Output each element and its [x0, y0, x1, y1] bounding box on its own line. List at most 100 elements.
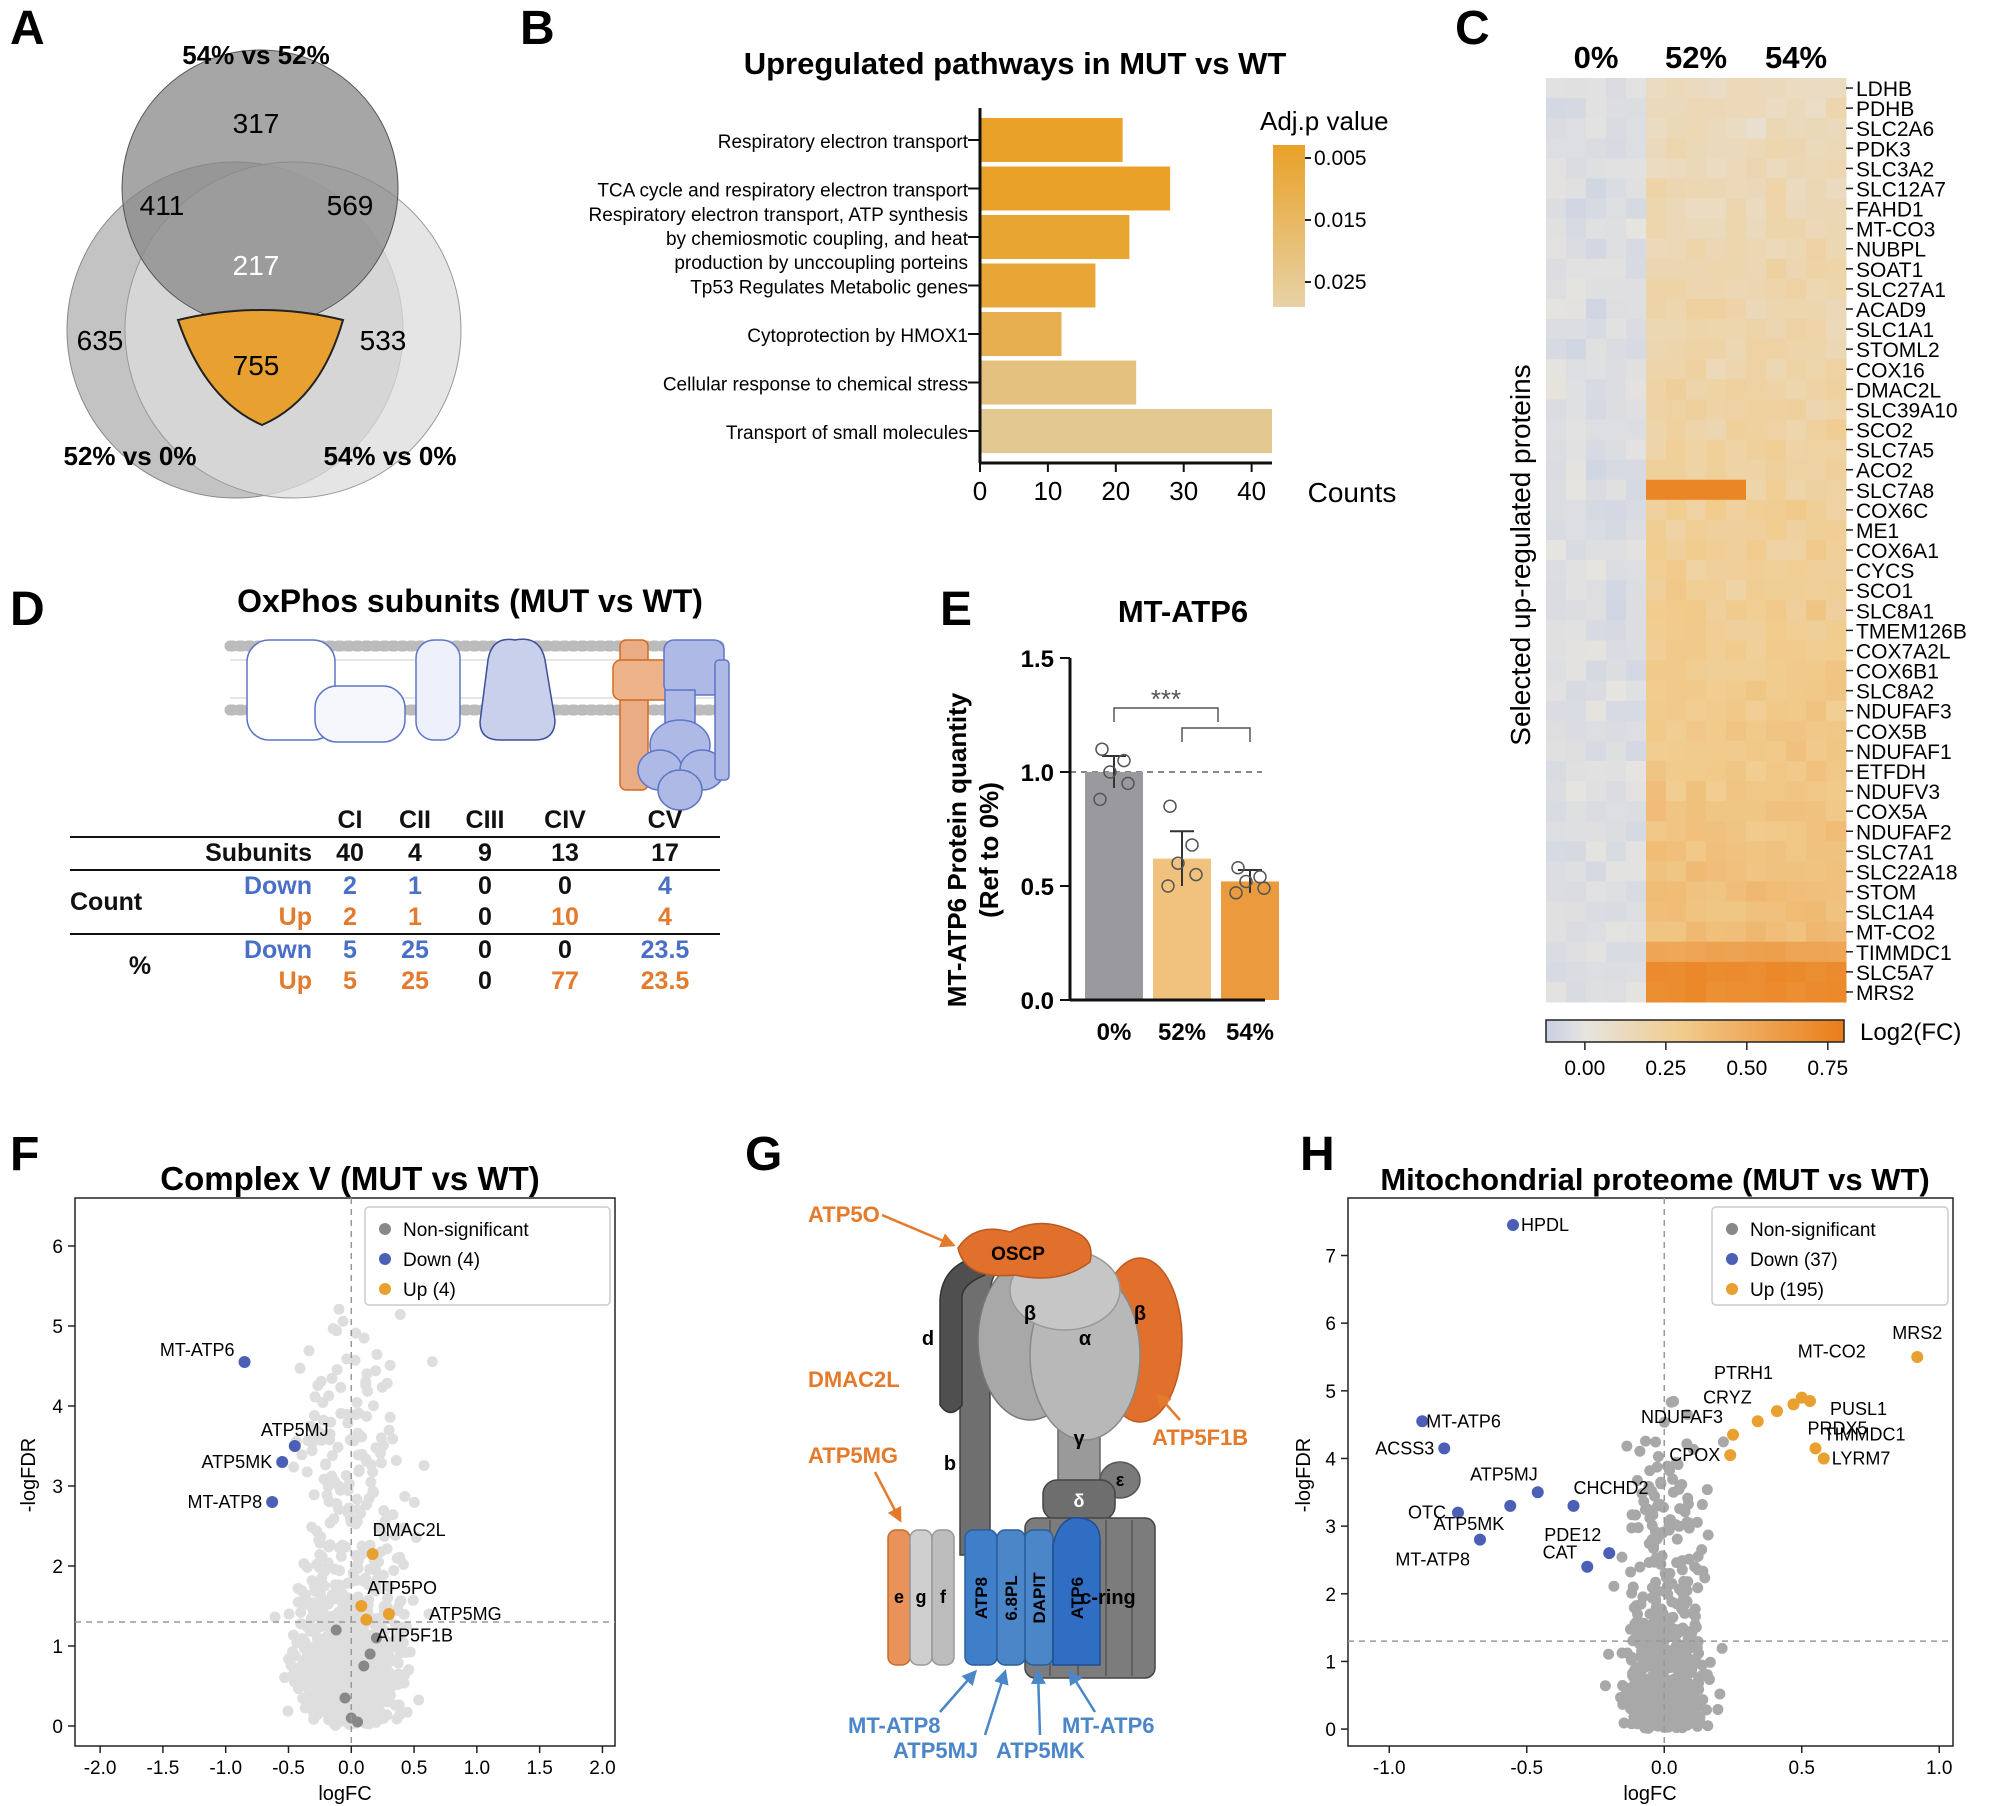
heat-cell [1726, 198, 1747, 220]
point-bg [1650, 1686, 1662, 1698]
heat-cell [1686, 801, 1707, 822]
point-bg [288, 1461, 300, 1473]
heat-cell [1546, 178, 1567, 200]
heat-cell [1666, 961, 1687, 983]
xtick-label: -1.5 [147, 1758, 180, 1779]
point-bg [387, 1654, 399, 1666]
heat-cell [1586, 238, 1607, 260]
heat-cell [1666, 841, 1687, 862]
point-bg [1670, 1693, 1682, 1705]
point-bg [346, 1640, 358, 1652]
heat-cell [1786, 298, 1807, 320]
heat-cell [1606, 961, 1627, 983]
point-bg [295, 1606, 307, 1618]
point-down [1603, 1547, 1616, 1560]
point-bg [329, 1690, 341, 1702]
heat-row-label: SLC1A4 [1856, 902, 1935, 925]
heat-cell [1606, 560, 1627, 581]
heat-cell [1626, 118, 1647, 139]
heat-cell [1686, 359, 1707, 380]
ytick-label: 2 [52, 1557, 63, 1578]
chart-e-ylabel-1: MT-ATP6 Protein quantity [942, 692, 972, 1007]
heat-cell [1566, 78, 1587, 99]
heat-cell [1646, 118, 1667, 139]
point-nonsig [370, 1632, 382, 1644]
complex-iii-shape [415, 639, 461, 741]
heat-cell [1826, 319, 1847, 340]
heat-cell [1706, 379, 1727, 400]
heat-cell [1806, 821, 1827, 842]
heat-cell [1626, 479, 1647, 501]
pct-up-cv: 23.5 [640, 967, 690, 995]
heat-cell [1706, 258, 1727, 280]
heat-cell [1666, 319, 1687, 340]
heat-cell [1766, 459, 1787, 481]
heat-cell [1786, 98, 1807, 119]
heat-cell [1686, 519, 1707, 541]
point-bg [398, 1522, 410, 1534]
heat-cell [1806, 218, 1827, 240]
heat-cell [1706, 720, 1727, 742]
heat-cell [1606, 278, 1627, 300]
point-label: TIMMDC1 [1824, 1424, 1906, 1444]
heat-cell [1826, 258, 1847, 280]
heat-cell [1686, 399, 1707, 420]
heat-cell [1686, 479, 1707, 501]
heat-cell [1586, 620, 1607, 641]
point-bg [1640, 1435, 1652, 1447]
xtick-label: 2.0 [589, 1758, 615, 1779]
heat-cell [1666, 620, 1687, 641]
bar-e-0 [1085, 772, 1143, 1000]
heat-cell [1546, 118, 1567, 139]
point-bg [323, 1495, 335, 1507]
bar-b-0 [980, 118, 1123, 162]
heat-cell [1566, 720, 1587, 742]
subunits-civ: 13 [551, 839, 579, 867]
g-label-beta1: β [1024, 1303, 1036, 1325]
point-bg [351, 1397, 363, 1409]
point-bg [342, 1577, 354, 1589]
heat-cell [1646, 158, 1667, 179]
heat-row-label: SLC3A2 [1856, 158, 1934, 181]
heat-cell [1646, 700, 1667, 722]
chart-f-ylabel: -logFDR [18, 1438, 40, 1512]
point-bg [1633, 1700, 1645, 1712]
heat-cell [1666, 580, 1687, 601]
ytick-label: 2 [1325, 1585, 1336, 1606]
heat-cell [1766, 560, 1787, 581]
heat-cell [1826, 98, 1847, 119]
heat-cell [1766, 298, 1787, 320]
g-label-cring: c-ring [1080, 1587, 1136, 1609]
heat-cell [1706, 560, 1727, 581]
heat-cell [1566, 198, 1587, 220]
heat-cell [1626, 379, 1647, 400]
point-bg [336, 1607, 348, 1619]
complex-iv-shape [479, 638, 556, 741]
heat-cell [1706, 901, 1727, 923]
heat-cell [1726, 258, 1747, 280]
heat-cell [1706, 600, 1727, 621]
g-callout-atp5mj: ATP5MJ [893, 1738, 978, 1763]
heat-cell [1686, 961, 1707, 983]
heat-cell [1706, 78, 1727, 99]
point-up [382, 1608, 395, 1620]
heat-cell [1706, 238, 1727, 260]
heat-cell [1586, 98, 1607, 119]
chart-h-ylabel: -logFDR [1293, 1438, 1315, 1512]
heat-cell [1686, 901, 1707, 923]
chart-b-colorbar [1273, 145, 1305, 307]
heat-cell [1646, 499, 1667, 521]
heat-cell [1746, 479, 1767, 501]
xtick-label: 0.0 [338, 1758, 364, 1779]
point-bg [347, 1567, 359, 1579]
bar-b-label-4-0: Cytoprotection by HMOX1 [747, 326, 968, 347]
g-arrow-mt-atp6 [1068, 1669, 1097, 1713]
heat-cell [1786, 781, 1807, 802]
heat-cell [1826, 881, 1847, 903]
venn-region-highlight [176, 309, 345, 427]
point-bg [394, 1596, 406, 1608]
heat-row-label: SOAT1 [1856, 259, 1923, 282]
heat-cell [1746, 841, 1767, 862]
point-bg [1689, 1603, 1701, 1615]
point-bg [310, 1659, 322, 1671]
